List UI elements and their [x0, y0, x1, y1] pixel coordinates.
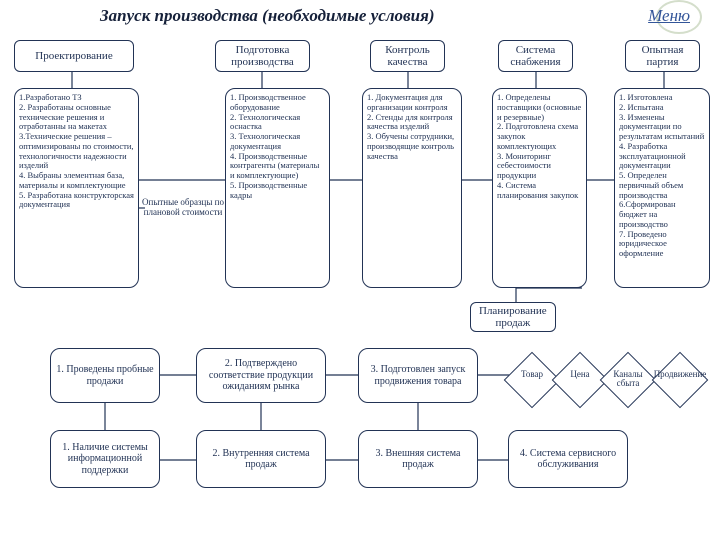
diamond-label-2: Каналы сбыта — [598, 370, 658, 389]
diamond-label-3: Продвижение — [650, 370, 710, 379]
header-1: Подготовка производства — [215, 40, 310, 72]
content-3: 1. Определены поставщики (основные и рез… — [492, 88, 587, 288]
content-1: 1. Производственное оборудование 2. Техн… — [225, 88, 330, 288]
row3-0: 1. Проведены пробные продажи — [50, 348, 160, 403]
plan-box: Планирование продаж — [470, 302, 556, 332]
row4-1: 2. Внутренняя система продаж — [196, 430, 326, 488]
row3-1: 2. Подтверждено соответствие продукции о… — [196, 348, 326, 403]
header-0: Проектирование — [14, 40, 134, 72]
header-4: Опытная партия — [625, 40, 700, 72]
content-4: 1. Изготовлена 2. Испытана 3. Изменены д… — [614, 88, 710, 288]
header-2: Контроль качества — [370, 40, 445, 72]
page-title: Запуск производства (необходимые условия… — [100, 6, 435, 26]
row4-3: 4. Система сервисного обслуживания — [508, 430, 628, 488]
row4-2: 3. Внешняя система продаж — [358, 430, 478, 488]
diamond-3 — [652, 352, 709, 409]
header-3: Система снабжения — [498, 40, 573, 72]
menu-link[interactable]: Меню — [648, 6, 690, 26]
content-2: 1. Документация для организации контроля… — [362, 88, 462, 288]
row4-0: 1. Наличие системы информационной поддер… — [50, 430, 160, 488]
content-0: 1.Разработано ТЗ 2. Разработаны основные… — [14, 88, 139, 288]
mid-label: Опытные образцы по плановой стоимости — [142, 198, 224, 218]
row3-2: 3. Подготовлен запуск продвижения товара — [358, 348, 478, 403]
